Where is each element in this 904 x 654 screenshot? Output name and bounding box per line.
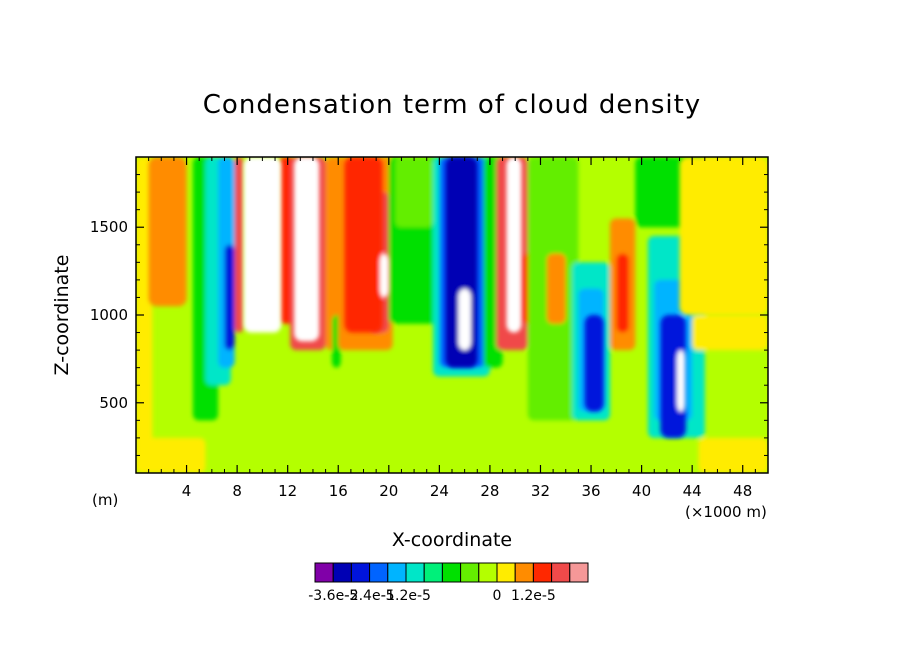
colorbar-swatch xyxy=(369,562,389,583)
x-tick-label: 4 xyxy=(182,482,192,500)
contour-band xyxy=(395,157,434,228)
colorbar-swatch xyxy=(332,562,352,583)
contour-feature xyxy=(294,157,320,342)
colorbar-swatch xyxy=(350,562,371,583)
colorbar-swatch xyxy=(532,562,553,583)
y-axis-ticks: 500 1000 1500 xyxy=(90,174,768,456)
x-tick-label: 24 xyxy=(430,482,449,500)
contour-feature xyxy=(584,315,604,412)
contour-feature xyxy=(243,157,282,333)
colorbar-swatch xyxy=(551,562,571,583)
contour-feature xyxy=(344,157,383,333)
colorbar-swatch xyxy=(387,562,407,583)
contour-band xyxy=(692,315,768,351)
colorbar-swatch xyxy=(460,562,480,583)
x-tick-label: 40 xyxy=(632,482,651,500)
chart-title: Condensation term of cloud density xyxy=(203,90,701,120)
x-tick-label: 12 xyxy=(278,482,297,500)
contour-feature xyxy=(679,157,768,315)
contour-feature xyxy=(379,253,389,298)
contour-features xyxy=(148,157,768,438)
x-unit-right: (×1000 m) xyxy=(685,503,767,521)
x-tick-label: 44 xyxy=(683,482,702,500)
colorbar-tick-label: -2.4e-5 xyxy=(345,588,395,604)
colorbar-labels: -3.6e-5-2.4e-5-1.2e-5 0 1.2e-5 xyxy=(308,588,556,604)
y-axis-label: Z-coordinate xyxy=(51,255,73,376)
x-tick-label: 20 xyxy=(379,482,398,500)
colorbar xyxy=(314,562,589,583)
colorbar-swatch xyxy=(478,562,498,583)
contour-feature xyxy=(458,288,471,351)
colorbar-swatch xyxy=(496,562,516,583)
colorbar-swatch xyxy=(423,562,443,583)
x-axis-ticks: 4 8 12 16 20 24 28 32 36 40 44 48 xyxy=(148,157,756,500)
colorbar-tick-label: -1.2e-5 xyxy=(381,588,431,604)
plot-area xyxy=(136,157,768,473)
colorbar-tick-label: -3.6e-5 xyxy=(308,588,358,604)
contour-band xyxy=(136,157,153,473)
y-tick-label: 500 xyxy=(99,394,128,412)
colorbar-swatch xyxy=(405,562,425,583)
contour-band xyxy=(136,437,206,473)
colorbar-tick-label: 0 xyxy=(493,588,502,604)
contour-feature xyxy=(676,350,685,412)
contour-band xyxy=(224,244,235,351)
y-tick-label: 1500 xyxy=(90,218,128,236)
colorbar-swatch xyxy=(514,562,534,583)
y-tick-label: 1000 xyxy=(90,306,128,324)
colorbar-swatch xyxy=(314,562,334,583)
x-axis-label: X-coordinate xyxy=(392,529,512,551)
x-tick-label: 16 xyxy=(329,482,348,500)
x-unit-left: (m) xyxy=(92,491,118,509)
contour-band xyxy=(546,253,566,324)
colorbar-tick-label: 1.2e-5 xyxy=(511,588,556,604)
x-tick-label: 36 xyxy=(581,482,600,500)
x-tick-label: 8 xyxy=(232,482,242,500)
contour-band xyxy=(616,253,629,333)
contour-band xyxy=(234,157,244,333)
contour-band xyxy=(698,437,768,473)
contour-feature xyxy=(148,157,187,307)
contour-feature xyxy=(506,157,522,333)
colorbar-swatch xyxy=(569,562,589,583)
x-tick-label: 48 xyxy=(733,482,752,500)
x-tick-label: 32 xyxy=(531,482,550,500)
colorbar-swatch xyxy=(441,562,462,583)
x-tick-label: 28 xyxy=(480,482,499,500)
